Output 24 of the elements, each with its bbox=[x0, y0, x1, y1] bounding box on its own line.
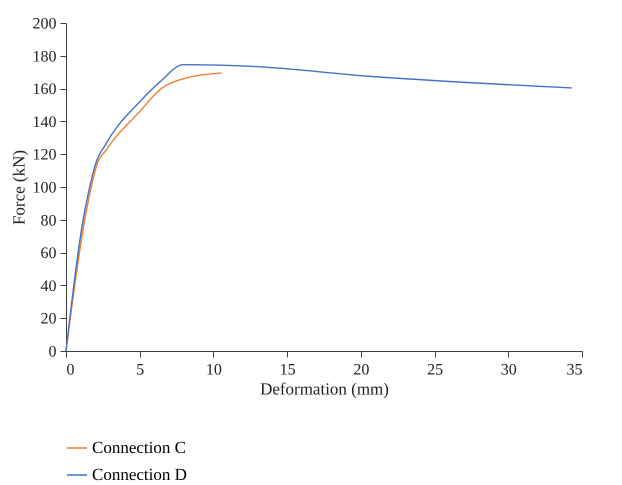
y-axis-title: Force (kN) bbox=[10, 150, 28, 226]
y-tick-label: 120 bbox=[32, 146, 56, 164]
x-tick-label: 0 bbox=[66, 362, 74, 378]
legend-label: Connection D bbox=[92, 465, 187, 484]
x-tick-label: 35 bbox=[566, 362, 582, 378]
x-tick-label: 10 bbox=[206, 362, 222, 378]
x-tick-label: 5 bbox=[136, 362, 144, 378]
y-tick-label: 80 bbox=[40, 212, 56, 230]
x-tick-label: 25 bbox=[427, 362, 444, 378]
x-axis-title: Deformation (mm) bbox=[260, 380, 389, 398]
x-tick-label: 15 bbox=[280, 362, 296, 378]
legend-label: Connection C bbox=[92, 438, 186, 457]
y-tick-label: 40 bbox=[40, 278, 56, 295]
y-tick-label: 60 bbox=[40, 245, 56, 262]
y-tick-label: 0 bbox=[48, 344, 56, 360]
y-tick-label: 140 bbox=[32, 114, 56, 131]
y-tick-label: 100 bbox=[32, 180, 56, 196]
x-tick-label: 20 bbox=[353, 362, 370, 378]
y-tick-label: 180 bbox=[32, 48, 56, 66]
y-tick-label: 200 bbox=[32, 16, 56, 32]
x-tick-label: 30 bbox=[500, 362, 517, 378]
y-tick-label: 20 bbox=[40, 310, 56, 328]
y-tick-label: 160 bbox=[32, 81, 56, 98]
line-series bbox=[65, 64, 572, 352]
